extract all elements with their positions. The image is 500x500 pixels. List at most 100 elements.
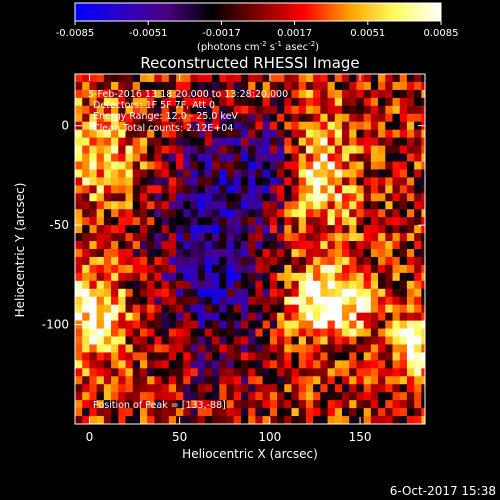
heatmap-pixel xyxy=(262,161,271,170)
heatmap-pixel xyxy=(385,360,393,369)
heatmap-pixel xyxy=(125,336,134,345)
heatmap-pixel xyxy=(103,233,112,242)
heatmap-pixel xyxy=(421,384,425,393)
heatmap-pixel xyxy=(168,161,177,170)
heatmap-pixel xyxy=(96,137,105,146)
heatmap-pixel xyxy=(342,209,350,218)
heatmap-pixel xyxy=(125,304,134,313)
heatmap-pixel xyxy=(421,177,425,186)
heatmap-pixel xyxy=(248,217,256,226)
heatmap-pixel xyxy=(197,296,206,305)
heatmap-pixel xyxy=(89,392,97,401)
heatmap-pixel xyxy=(96,113,105,123)
heatmap-pixel xyxy=(414,360,422,369)
heatmap-pixel xyxy=(399,169,408,178)
heatmap-pixel xyxy=(111,161,119,170)
heatmap-pixel xyxy=(161,296,170,305)
heatmap-pixel xyxy=(240,209,249,218)
heatmap-pixel xyxy=(168,296,177,305)
heatmap-pixel xyxy=(212,288,220,298)
heatmap-pixel xyxy=(118,400,126,409)
heatmap-pixel xyxy=(212,169,220,178)
heatmap-pixel xyxy=(277,296,285,305)
heatmap-pixel xyxy=(132,416,141,424)
heatmap-pixel xyxy=(125,352,134,361)
heatmap-pixel xyxy=(147,249,155,258)
heatmap-pixel xyxy=(139,105,148,115)
heatmap-pixel xyxy=(327,201,336,210)
heatmap-pixel xyxy=(298,408,307,417)
heatmap-pixel xyxy=(370,272,379,282)
heatmap-pixel xyxy=(103,113,112,123)
heatmap-pixel xyxy=(392,272,401,282)
heatmap-pixel xyxy=(262,249,271,258)
heatmap-pixel xyxy=(75,137,83,146)
heatmap-pixel xyxy=(363,344,372,353)
heatmap-pixel xyxy=(212,336,220,345)
heatmap-pixel xyxy=(197,384,206,393)
heatmap-pixel xyxy=(111,233,119,242)
heatmap-pixel xyxy=(320,121,328,130)
heatmap-pixel xyxy=(111,137,119,146)
heatmap-pixel xyxy=(118,201,126,210)
heatmap-pixel xyxy=(327,169,336,178)
heatmap-pixel xyxy=(226,264,235,274)
heatmap-pixel xyxy=(320,360,328,369)
heatmap-pixel xyxy=(385,169,393,178)
heatmap-pixel xyxy=(197,288,206,298)
heatmap-pixel xyxy=(327,416,336,424)
heatmap-pixel xyxy=(262,129,271,138)
heatmap-pixel xyxy=(269,129,278,138)
heatmap-pixel xyxy=(240,416,249,424)
heatmap-pixel xyxy=(125,113,134,123)
heatmap-pixel xyxy=(370,121,379,130)
heatmap-pixel xyxy=(421,105,425,115)
heatmap-pixel xyxy=(248,249,256,258)
heatmap-pixel xyxy=(385,249,393,258)
heatmap-pixel xyxy=(406,161,415,170)
heatmap-pixel xyxy=(204,320,213,329)
heatmap-pixel xyxy=(118,185,126,194)
heatmap-pixel xyxy=(226,280,235,290)
heatmap-pixel xyxy=(111,249,119,258)
heatmap-pixel xyxy=(305,113,314,123)
heatmap-pixel xyxy=(305,256,314,266)
heatmap-pixel xyxy=(248,201,256,210)
heatmap-pixel xyxy=(370,177,379,186)
heatmap-pixel xyxy=(255,129,263,138)
heatmap-pixel xyxy=(96,209,105,218)
heatmap-pixel xyxy=(161,249,170,258)
heatmap-pixel xyxy=(176,113,184,123)
heatmap-pixel xyxy=(313,416,321,424)
heatmap-pixel xyxy=(370,74,379,83)
heatmap-pixel xyxy=(147,145,155,154)
heatmap-pixel xyxy=(103,264,112,274)
heatmap-pixel xyxy=(248,352,256,361)
heatmap-pixel xyxy=(349,336,357,345)
heatmap-pixel xyxy=(349,249,357,258)
heatmap-pixel xyxy=(89,249,97,258)
heatmap-pixel xyxy=(161,272,170,282)
heatmap-pixel xyxy=(255,185,263,194)
heatmap-pixel xyxy=(161,376,170,385)
heatmap-pixel xyxy=(269,113,278,123)
heatmap-pixel xyxy=(385,129,393,138)
heatmap-pixel xyxy=(262,400,271,409)
heatmap-pixel xyxy=(103,376,112,385)
heatmap-pixel xyxy=(269,97,278,107)
heatmap-pixel xyxy=(197,312,206,321)
heatmap-pixel xyxy=(414,113,422,123)
heatmap-pixel xyxy=(421,209,425,218)
heatmap-pixel xyxy=(168,241,177,250)
heatmap-pixel xyxy=(406,249,415,258)
heatmap-pixel xyxy=(89,384,97,393)
heatmap-pixel xyxy=(226,336,235,345)
heatmap-pixel xyxy=(277,416,285,424)
heatmap-pixel xyxy=(139,264,148,274)
heatmap-pixel xyxy=(349,74,357,83)
heatmap-pixel xyxy=(269,400,278,409)
heatmap-pixel xyxy=(277,209,285,218)
heatmap-pixel xyxy=(132,185,141,194)
heatmap-pixel xyxy=(291,121,300,130)
heatmap-pixel xyxy=(75,105,83,115)
